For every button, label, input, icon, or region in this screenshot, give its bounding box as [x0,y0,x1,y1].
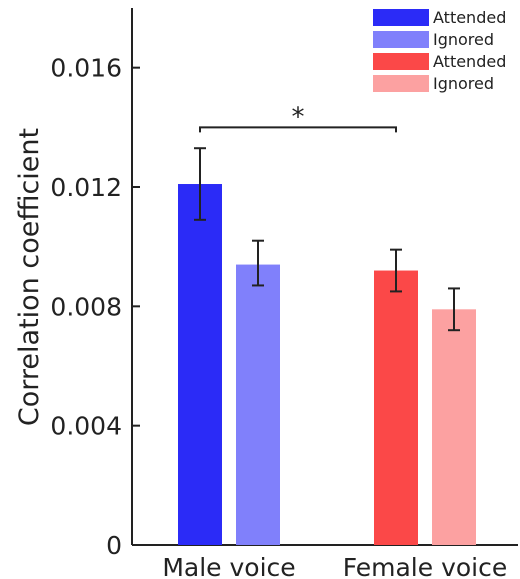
legend-label: Attended [433,8,506,27]
y-tick-label: 0.016 [50,54,122,83]
legend-label: Attended [433,52,506,71]
legend-swatch [373,31,429,48]
y-tick-label: 0.008 [50,292,122,321]
x-tick-label: Male voice [162,553,295,579]
legend-swatch [373,9,429,26]
error-bars [194,147,460,332]
bar-female-voice-attended [374,270,418,545]
y-tick-label: 0.004 [50,412,122,441]
legend: Attended Ignored Attended Ignored [373,8,506,93]
legend-swatch [373,53,429,70]
legend-label: Ignored [433,30,494,49]
legend-swatch [373,75,429,92]
x-tick-labels: Male voice Female voice [162,553,507,579]
legend-label: Ignored [433,74,494,93]
significance-bracket [199,126,397,133]
y-axis-label: Correlation coefficient [14,128,45,426]
significance-star: * [292,102,305,132]
y-ticks: 0 0.004 0.008 0.012 0.016 [50,54,140,560]
y-tick-label: 0.012 [50,173,122,202]
y-tick-label: 0 [106,531,122,560]
significance-annotation: * [199,102,397,133]
bar-male-voice-attended [178,184,222,545]
bar-female-voice-ignored [432,309,476,545]
bar-male-voice-ignored [236,264,280,545]
x-tick-label: Female voice [343,553,508,579]
bars [178,184,476,545]
